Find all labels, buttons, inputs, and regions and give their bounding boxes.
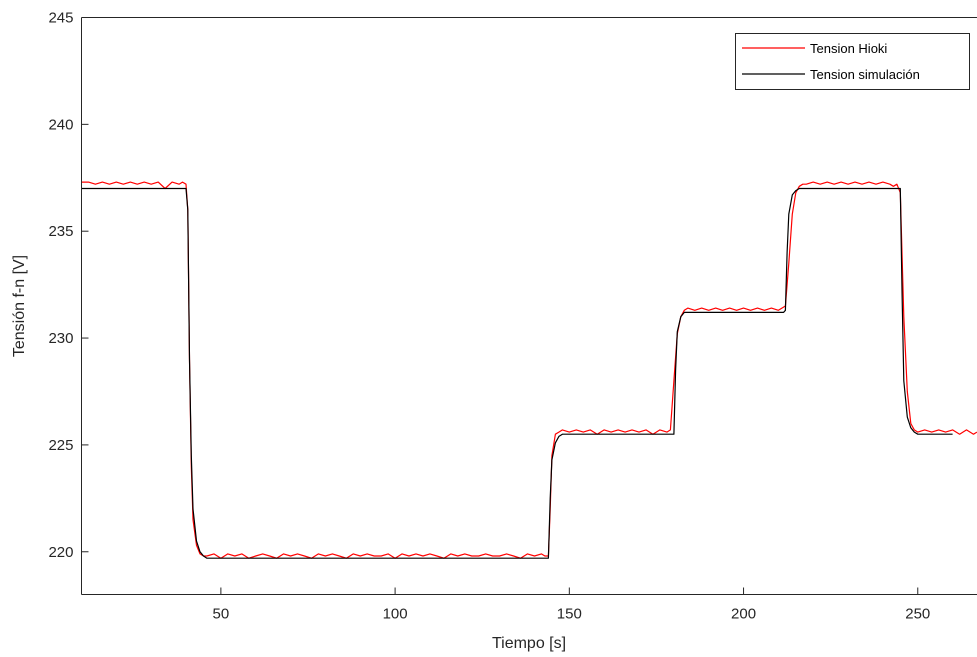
x-tick-label: 100 [383, 606, 408, 623]
legend-label-hioki: Tension Hioki [810, 41, 887, 56]
x-axis-label: Tiempo [s] [492, 635, 566, 652]
y-tick-label: 245 [48, 10, 73, 27]
x-tick-label: 200 [731, 606, 756, 623]
y-tick-label: 220 [48, 544, 73, 561]
y-axis-label: Tensión f-n [V] [11, 255, 28, 357]
x-tick-label: 150 [557, 606, 582, 623]
y-tick-label: 235 [48, 223, 73, 240]
x-tick-label: 50 [213, 606, 230, 623]
y-tick-label: 230 [48, 330, 73, 347]
plot-area [82, 18, 977, 595]
y-tick-label: 240 [48, 116, 73, 133]
y-tick-label: 225 [48, 437, 73, 454]
x-tick-label: 250 [905, 606, 930, 623]
legend-label-simulacion: Tension simulación [810, 67, 920, 82]
legend: Tension Hioki Tension simulación [736, 34, 970, 90]
